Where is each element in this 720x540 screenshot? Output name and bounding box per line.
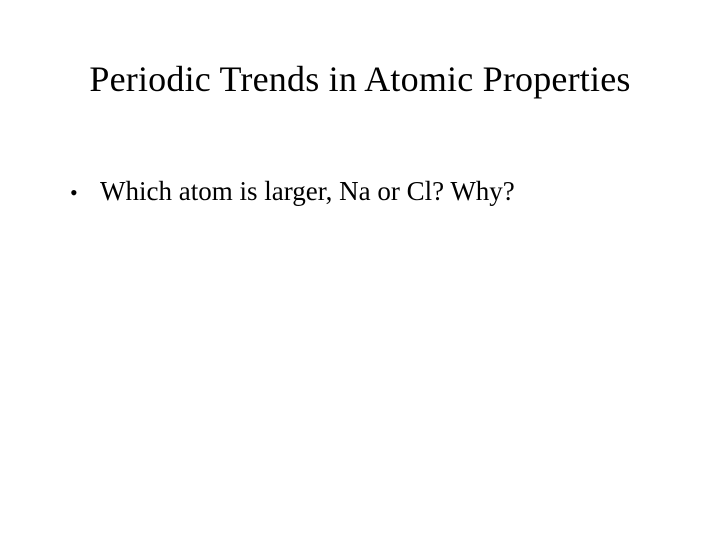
bullet-icon: •	[70, 179, 100, 207]
bullet-text: Which atom is larger, Na or Cl? Why?	[100, 175, 660, 209]
slide-title: Periodic Trends in Atomic Properties	[0, 58, 720, 100]
slide-body: • Which atom is larger, Na or Cl? Why?	[70, 175, 660, 209]
list-item: • Which atom is larger, Na or Cl? Why?	[70, 175, 660, 209]
slide: Periodic Trends in Atomic Properties • W…	[0, 0, 720, 540]
